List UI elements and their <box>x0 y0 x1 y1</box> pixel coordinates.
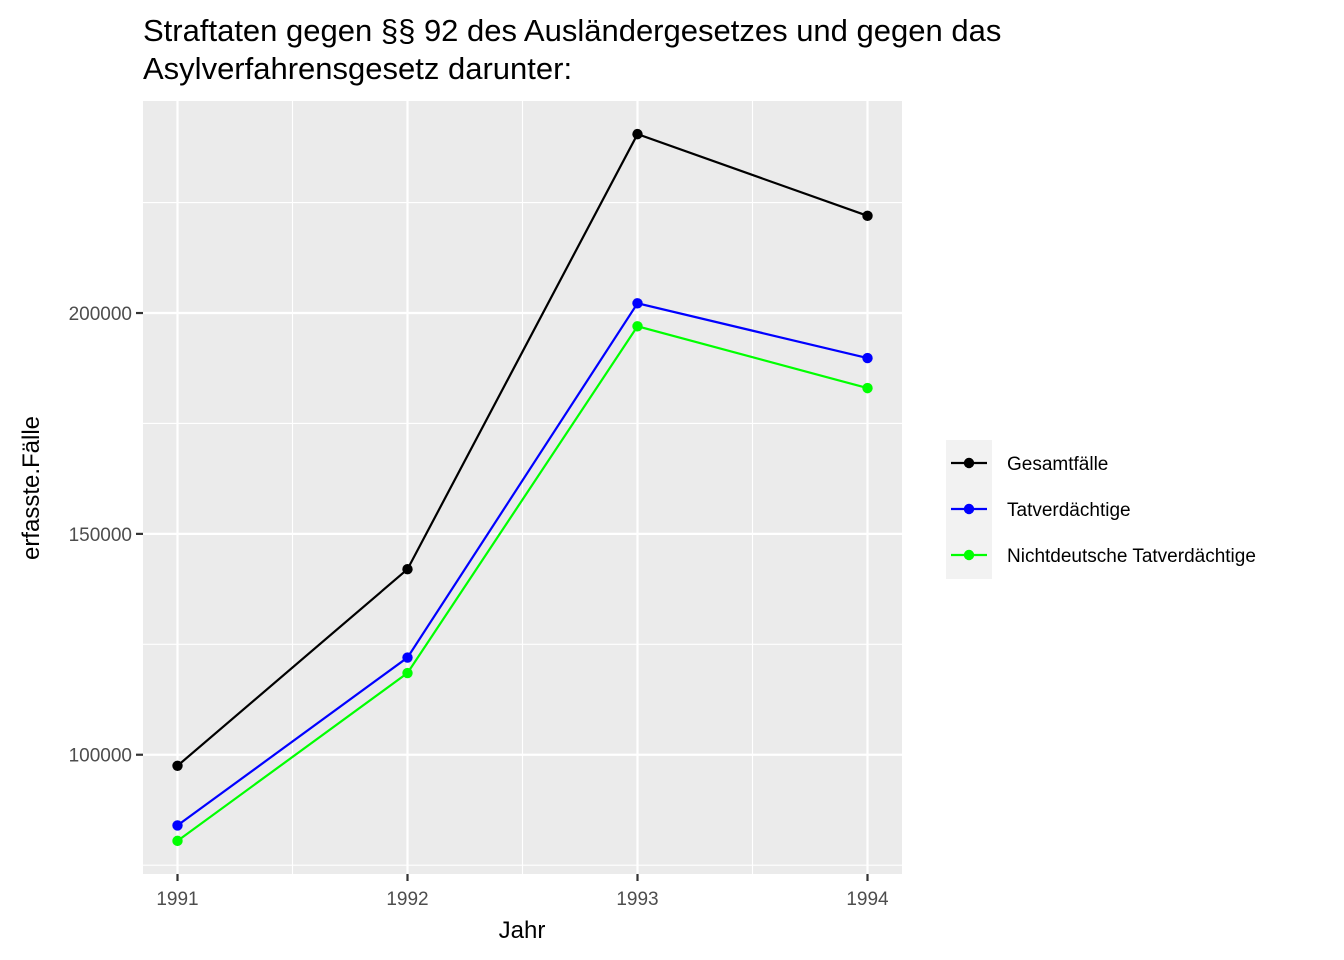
legend-label: Gesamtfälle <box>1007 454 1108 475</box>
chart-title: Straftaten gegen §§ 92 des Ausländergese… <box>143 13 1001 48</box>
legend-key-point <box>963 549 975 561</box>
data-point <box>862 210 873 222</box>
data-point <box>402 667 413 679</box>
legend-label: Tatverdächtige <box>1007 500 1131 521</box>
series-line <box>176 302 868 827</box>
y-axis: 100000 150000 200000 <box>69 304 143 767</box>
series-group <box>172 321 873 847</box>
data-point <box>402 564 413 575</box>
series-line <box>176 132 868 767</box>
data-point <box>632 321 643 332</box>
data-point <box>172 760 183 771</box>
data-point <box>862 382 873 394</box>
series-layer <box>172 128 873 847</box>
data-point <box>402 652 413 663</box>
legend: Gesamtfälle Tatverdächtige Nichtdeutsche T… <box>946 440 1256 579</box>
x-axis-title: Jahr <box>499 917 546 944</box>
legend-key <box>951 549 987 561</box>
x-tick-label: 1994 <box>846 889 889 910</box>
legend-key <box>951 457 987 469</box>
data-point <box>172 835 183 847</box>
x-tick-label: 1992 <box>386 889 428 910</box>
legend-key-point <box>963 457 975 469</box>
y-tick-label: 100000 <box>69 746 132 767</box>
series-group <box>172 298 873 831</box>
major-gridlines <box>143 101 902 874</box>
series-group <box>172 128 873 771</box>
y-axis-title: erfasste.Fälle <box>18 416 45 560</box>
legend-label: Nichtdeutsche Tatverdächtige <box>1007 546 1256 567</box>
x-axis: 1991 1992 1993 1994 <box>156 874 889 910</box>
data-point <box>862 352 873 364</box>
data-point <box>632 298 643 309</box>
data-point <box>632 128 643 140</box>
x-tick-label: 1991 <box>156 889 198 910</box>
x-tick-label: 1993 <box>616 889 658 910</box>
y-tick-label: 200000 <box>69 304 132 325</box>
legend-key-point <box>963 503 975 515</box>
legend-key <box>951 503 987 515</box>
data-point <box>172 820 183 831</box>
minor-gridlines <box>143 101 902 874</box>
series-line <box>176 325 868 842</box>
y-tick-label: 150000 <box>69 525 132 546</box>
chart-subtitle: Asylverfahrensgesetz darunter: <box>143 51 572 86</box>
